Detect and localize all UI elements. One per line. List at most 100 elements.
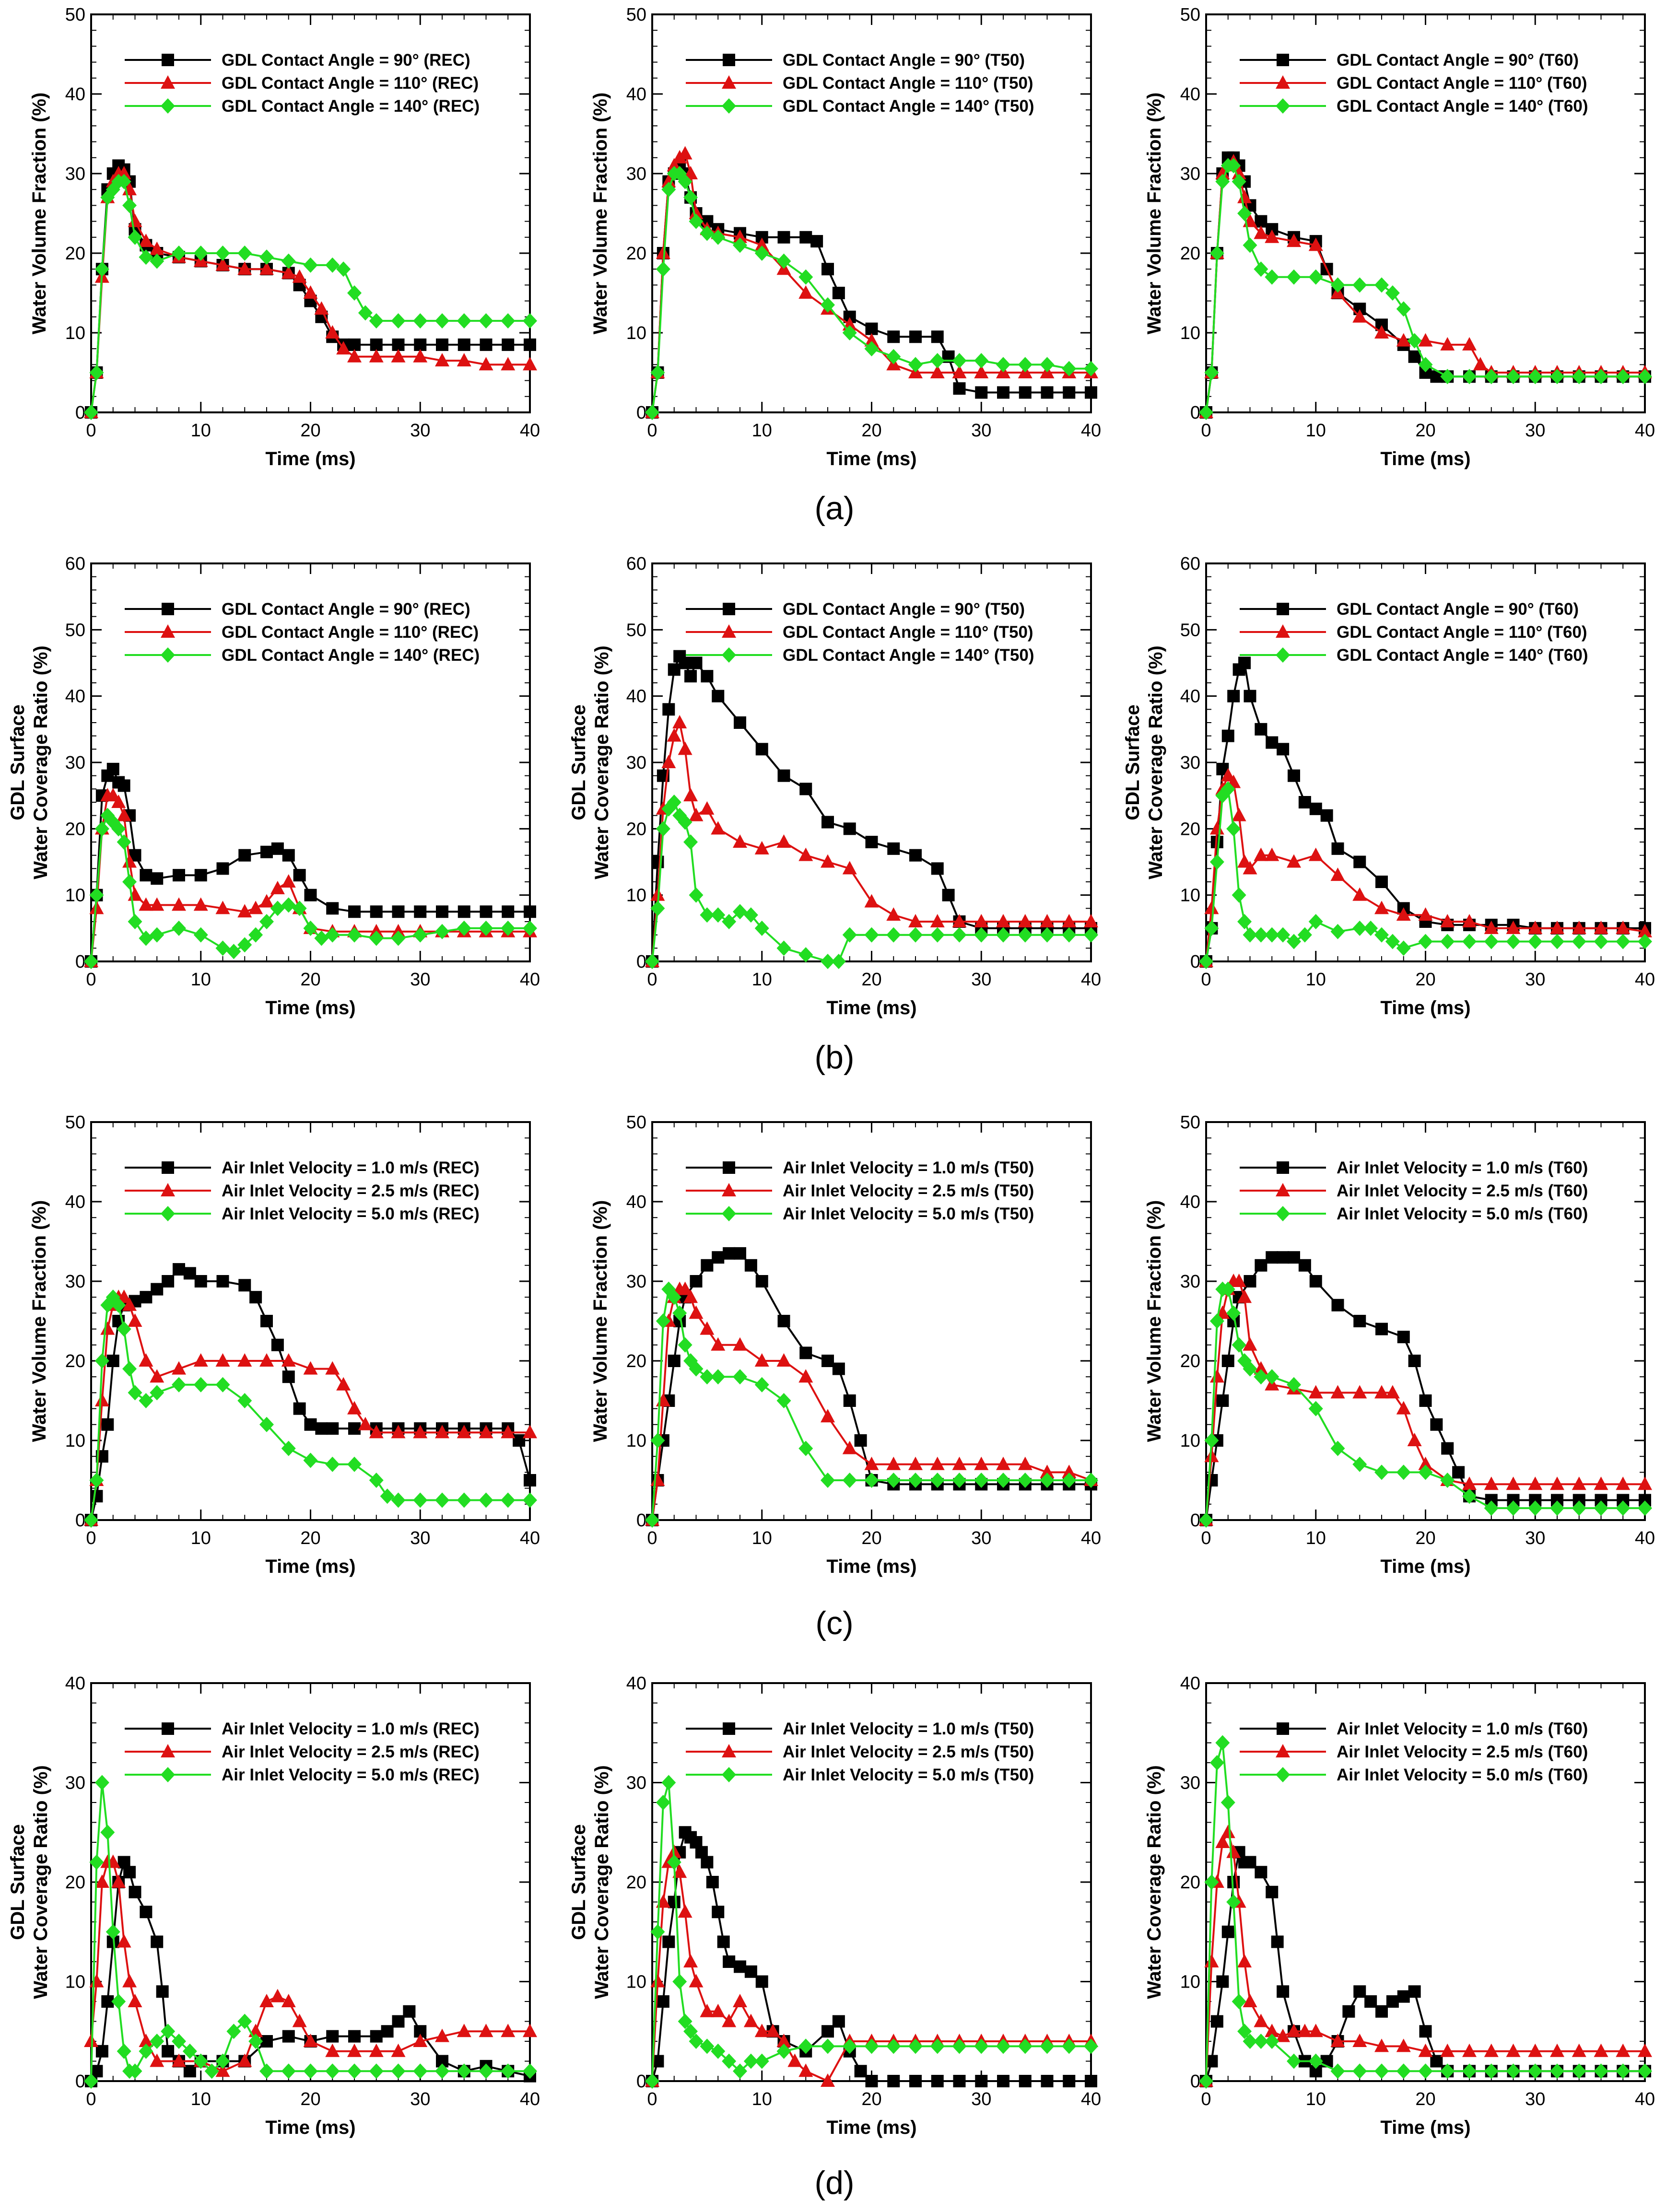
data-point xyxy=(111,1994,126,2009)
data-point xyxy=(1506,2043,1521,2057)
data-point xyxy=(996,2038,1010,2054)
data-point xyxy=(270,1989,285,2002)
data-point xyxy=(909,2075,922,2087)
data-point xyxy=(182,2043,197,2059)
data-point xyxy=(413,2063,428,2079)
data-point xyxy=(380,1488,395,1504)
data-point xyxy=(1226,158,1241,174)
y-tick-label: 50 xyxy=(65,620,85,640)
data-point xyxy=(1408,1985,1421,1998)
data-point xyxy=(700,225,715,241)
data-point xyxy=(776,2034,791,2047)
series-line xyxy=(1205,1288,1645,1521)
data-point xyxy=(832,1362,845,1375)
data-point xyxy=(1572,1500,1586,1516)
data-point xyxy=(1232,1337,1246,1353)
legend-label: GDL Contact Angle = 140° (REC) xyxy=(222,646,480,665)
data-point xyxy=(754,2053,769,2069)
data-point xyxy=(1266,1251,1279,1264)
legend-marker xyxy=(1276,98,1290,114)
series-diamond xyxy=(645,1775,1098,2089)
data-point xyxy=(930,353,945,369)
data-point xyxy=(122,1297,137,1311)
legend-label: Air Inlet Velocity = 1.0 m/s (T60) xyxy=(1337,1720,1588,1738)
data-point xyxy=(1255,215,1267,228)
data-point xyxy=(392,2015,405,2028)
y-axis-title: Water Volume Fraction (%) xyxy=(590,93,611,335)
data-point xyxy=(173,1263,185,1276)
data-point xyxy=(1330,867,1345,881)
data-point xyxy=(122,854,137,868)
data-point xyxy=(523,313,537,329)
data-point xyxy=(952,365,967,378)
data-point xyxy=(303,920,318,936)
data-point xyxy=(1309,1275,1322,1287)
data-point xyxy=(908,1456,923,1470)
legend-label: Air Inlet Velocity = 5.0 m/s (T50) xyxy=(783,1205,1034,1223)
data-point xyxy=(436,905,448,918)
data-point xyxy=(204,2063,219,2079)
data-point xyxy=(479,313,493,329)
data-point xyxy=(711,229,726,245)
data-point xyxy=(1276,927,1291,943)
data-point xyxy=(821,954,835,969)
data-point xyxy=(668,1896,681,1908)
data-point xyxy=(1330,277,1345,293)
data-point xyxy=(89,901,104,914)
data-point xyxy=(711,1369,726,1385)
data-point xyxy=(1243,861,1257,875)
data-point xyxy=(1204,1874,1219,1890)
x-tick-label: 30 xyxy=(971,421,991,441)
data-point xyxy=(1528,2063,1543,2079)
data-point xyxy=(711,1337,726,1351)
chart-1: 0 10 20 30 40 0 10 20 30 40 50 Time (ms) Water Volum… xyxy=(29,5,540,469)
data-point xyxy=(172,920,186,936)
data-point xyxy=(777,769,790,782)
data-point xyxy=(1374,2038,1389,2052)
x-tick-label: 30 xyxy=(410,1528,430,1548)
series-square xyxy=(1200,656,1651,968)
data-point xyxy=(1308,1401,1323,1416)
data-point xyxy=(821,2073,835,2087)
data-point xyxy=(1408,350,1421,363)
data-point xyxy=(523,2063,537,2079)
series-triangle xyxy=(1199,1825,1652,2087)
data-point xyxy=(369,1425,384,1439)
data-point xyxy=(722,2013,737,2027)
data-point xyxy=(1572,920,1586,934)
y-axis-title: Water Volume Fraction (%) xyxy=(29,93,50,335)
data-point xyxy=(755,1275,768,1287)
data-point xyxy=(776,834,791,848)
data-point xyxy=(1638,2043,1652,2057)
data-point xyxy=(524,905,536,918)
data-point xyxy=(150,897,164,911)
x-tick-label: 20 xyxy=(300,421,320,441)
data-point xyxy=(1638,934,1652,949)
data-point xyxy=(237,261,252,275)
data-point xyxy=(215,2053,230,2069)
data-point xyxy=(523,920,537,936)
legend-marker xyxy=(161,1183,175,1196)
data-point xyxy=(733,904,747,920)
data-point xyxy=(336,1377,351,1391)
data-point xyxy=(84,2073,98,2089)
data-point xyxy=(821,816,834,829)
legend: Air Inlet Velocity = 1.0 m/s (T60) Air In… xyxy=(1240,1720,1588,1784)
data-point xyxy=(435,2063,449,2079)
data-point xyxy=(1419,2025,1432,2038)
data-point xyxy=(314,301,329,315)
data-point xyxy=(260,845,273,858)
data-point xyxy=(259,2063,274,2079)
data-point xyxy=(89,1854,104,1870)
data-point xyxy=(1308,1385,1323,1399)
y-tick-label: 30 xyxy=(1180,1272,1200,1292)
data-point xyxy=(765,2024,780,2037)
x-tick-label: 40 xyxy=(1081,421,1101,441)
data-point xyxy=(122,1361,137,1377)
legend: GDL Contact Angle = 90° (T60) GDL Contact… xyxy=(1240,600,1588,665)
legend: GDL Contact Angle = 90° (T60) GDL Contact… xyxy=(1240,51,1588,116)
data-point xyxy=(930,914,945,927)
data-point xyxy=(150,241,164,255)
data-point xyxy=(1331,842,1344,855)
